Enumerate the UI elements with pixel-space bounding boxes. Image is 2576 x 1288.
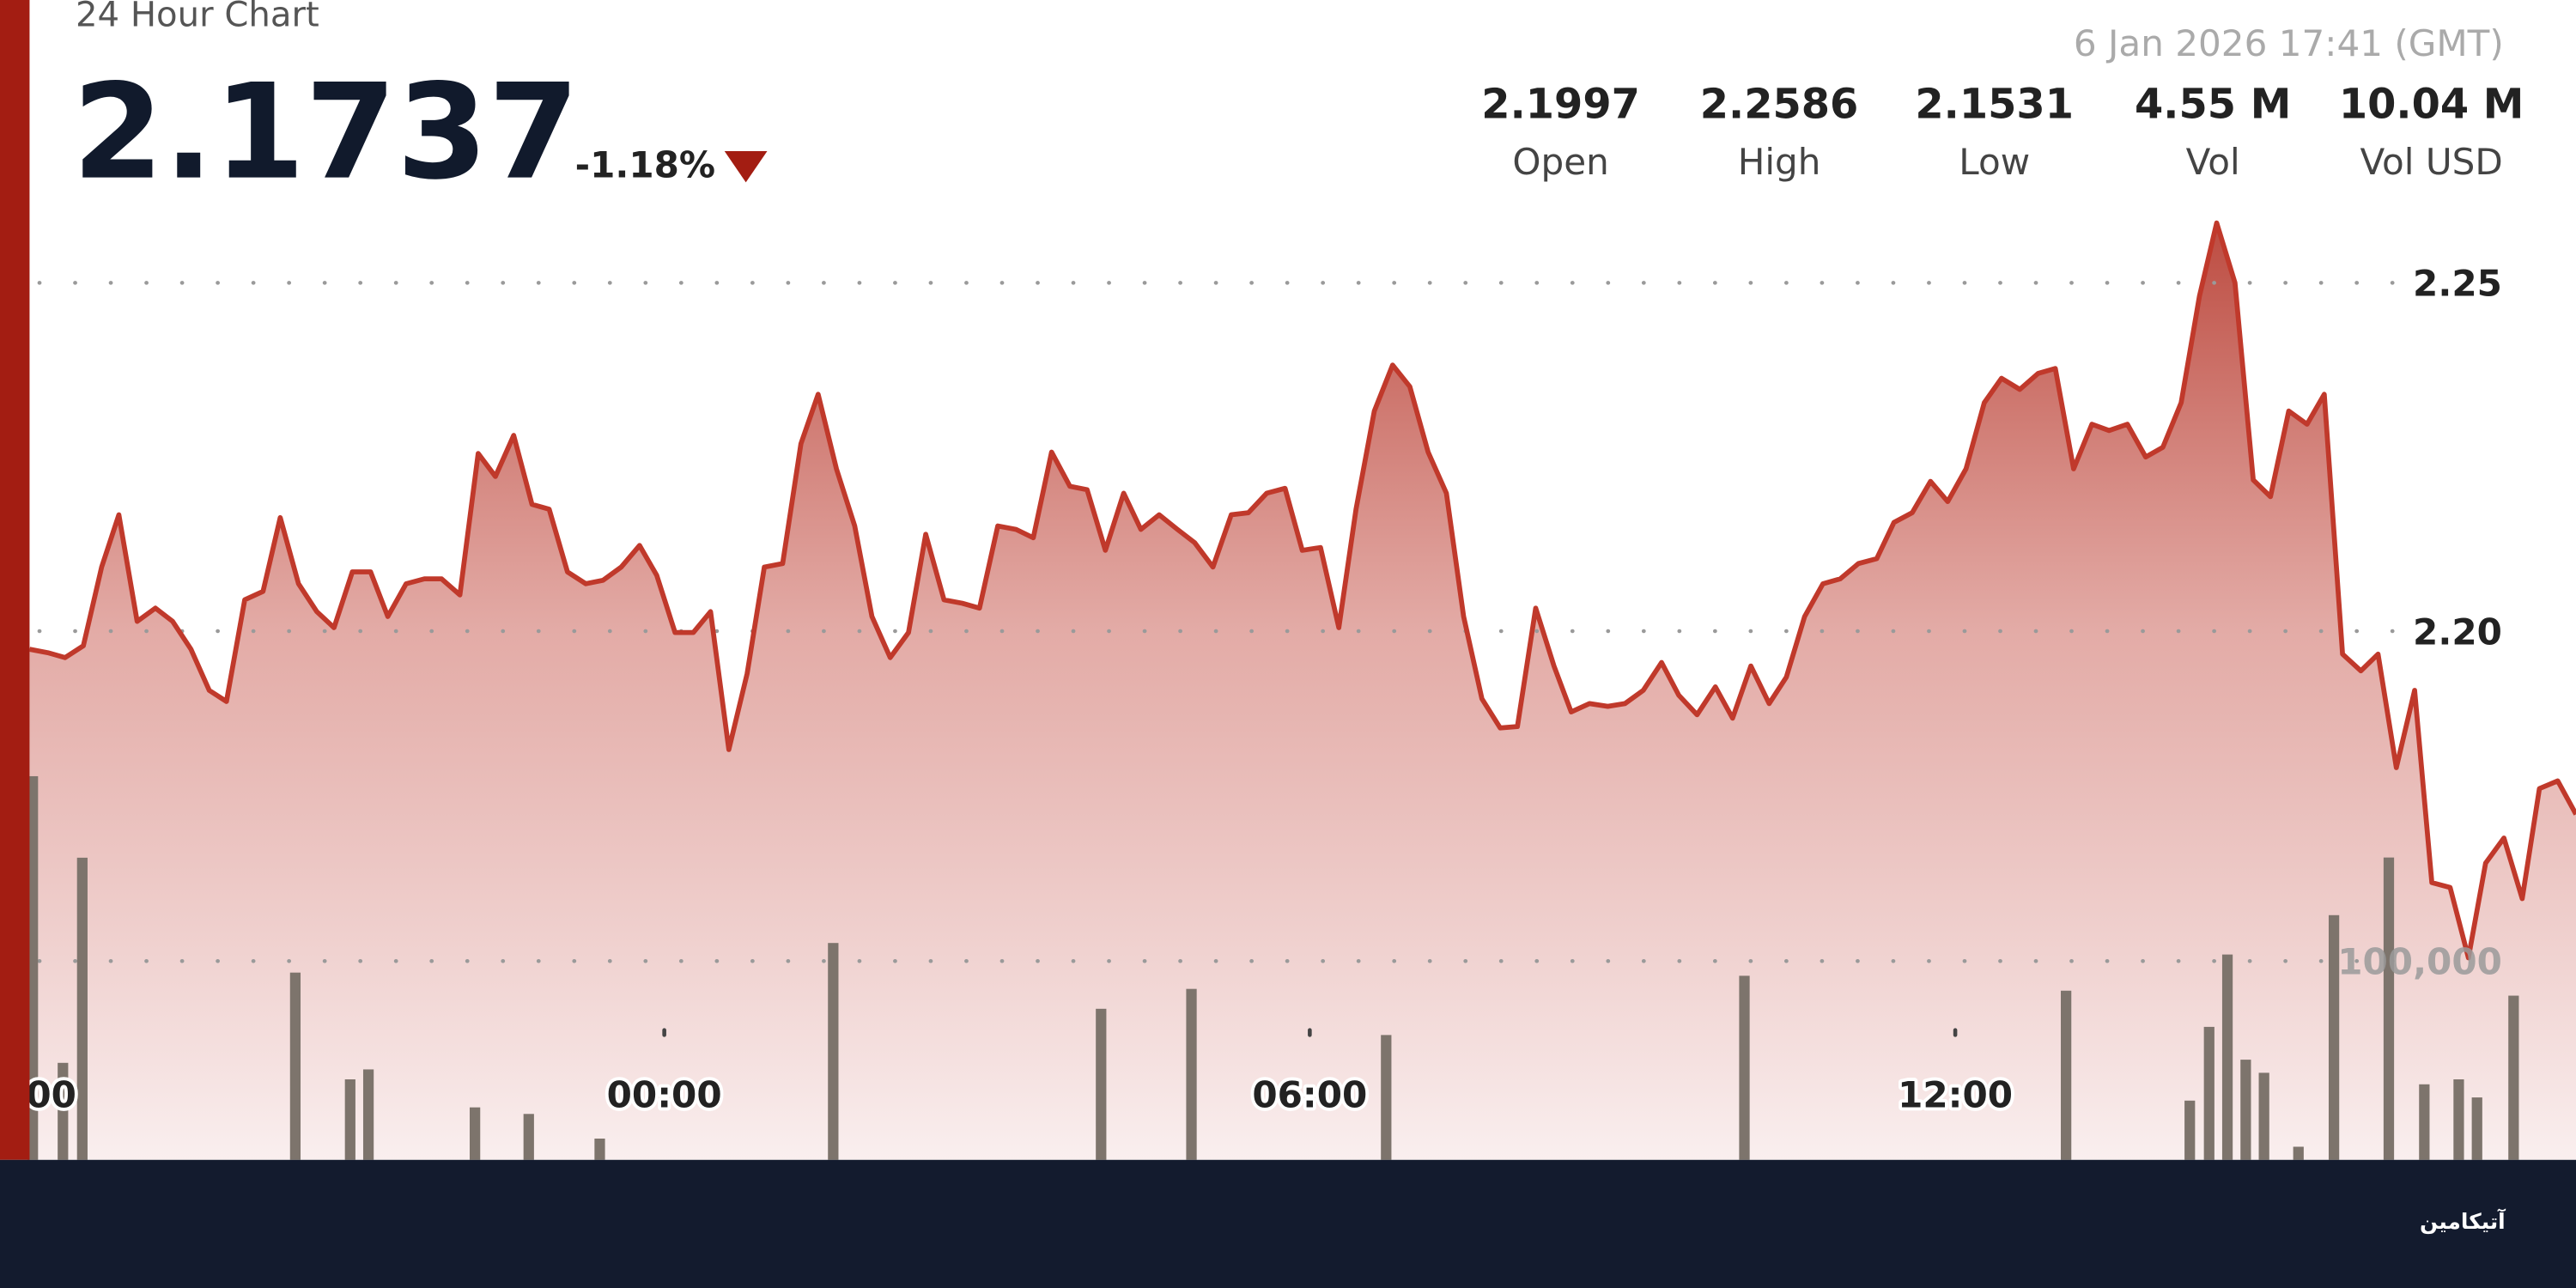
volume-bar [2184, 1100, 2196, 1160]
volume-bar [523, 1114, 534, 1160]
stat-value: 2.1531 [1915, 82, 2074, 129]
volume-bar [58, 1062, 69, 1160]
volume-bar [828, 943, 839, 1160]
volume-bar [1381, 1035, 1392, 1160]
stat-value: 10.04 M [2339, 82, 2524, 129]
volume-bar [27, 775, 39, 1160]
plot-area [29, 222, 2576, 1160]
volume-bar [470, 1107, 481, 1160]
volume-bar [2419, 1084, 2430, 1160]
volume-bar [2508, 995, 2519, 1160]
stat-value: 4.55 M [2135, 82, 2291, 129]
volume-bar [2258, 1072, 2269, 1160]
volume-bar [2203, 1026, 2215, 1160]
volume-bar [1096, 1008, 1107, 1160]
volume-bar [2453, 1079, 2464, 1160]
volume-bar [2328, 914, 2340, 1160]
price-change: -1.18% [575, 144, 715, 186]
stat-value: 2.2586 [1700, 82, 1859, 129]
volume-bar [2061, 990, 2072, 1160]
stat-label: Vol [2186, 141, 2240, 183]
y-tick-label: 2.25 [2413, 263, 2502, 305]
footer-bar [0, 1159, 2576, 1288]
stat-label: Low [1959, 141, 2030, 183]
x-tick-label: 12:00 [1898, 1074, 2013, 1116]
volume-bar [2471, 1097, 2482, 1160]
y2-tick-label: 100,000 [2337, 941, 2502, 983]
volume-bar [2240, 1060, 2251, 1160]
stat-label: High [1738, 141, 1821, 183]
volume-bar [1739, 975, 1750, 1160]
accent-bar [0, 0, 30, 1160]
volume-bar [2293, 1146, 2304, 1160]
stat-value: 2.1997 [1481, 82, 1640, 129]
price-line [29, 220, 2576, 961]
volume-bar [362, 1069, 374, 1160]
grid [37, 281, 2401, 963]
footer-brand: آتیکامین [2420, 1208, 2506, 1235]
volume-bar [594, 1138, 605, 1160]
down-arrow [724, 151, 768, 183]
stat-label: Vol USD [2360, 141, 2503, 183]
volume-bar [1186, 988, 1197, 1160]
volume-bar [344, 1079, 355, 1160]
chart-title: 24 Hour Chart [76, 0, 319, 35]
volume-bar [289, 972, 301, 1160]
stats: 2.1997 Open 2.2586 High 2.1531 Low 4.55 … [1481, 82, 2524, 183]
volume-bar [76, 857, 88, 1160]
timestamp: 6 Jan 2026 17:41 (GMT) [2074, 22, 2504, 64]
y-tick-label: 2.20 [2413, 611, 2502, 653]
x-tick-label: 00:00 [607, 1074, 722, 1116]
last-price: 2.1737 [72, 57, 580, 210]
line [29, 220, 2576, 961]
volume-bar [2221, 954, 2233, 1160]
x-tick-label: 06:00 [1252, 1074, 1367, 1116]
volume-bars [27, 775, 2519, 1160]
area-fill [29, 222, 2576, 1160]
volume-bar [2383, 857, 2395, 1160]
stat-label: Open [1512, 141, 1608, 183]
